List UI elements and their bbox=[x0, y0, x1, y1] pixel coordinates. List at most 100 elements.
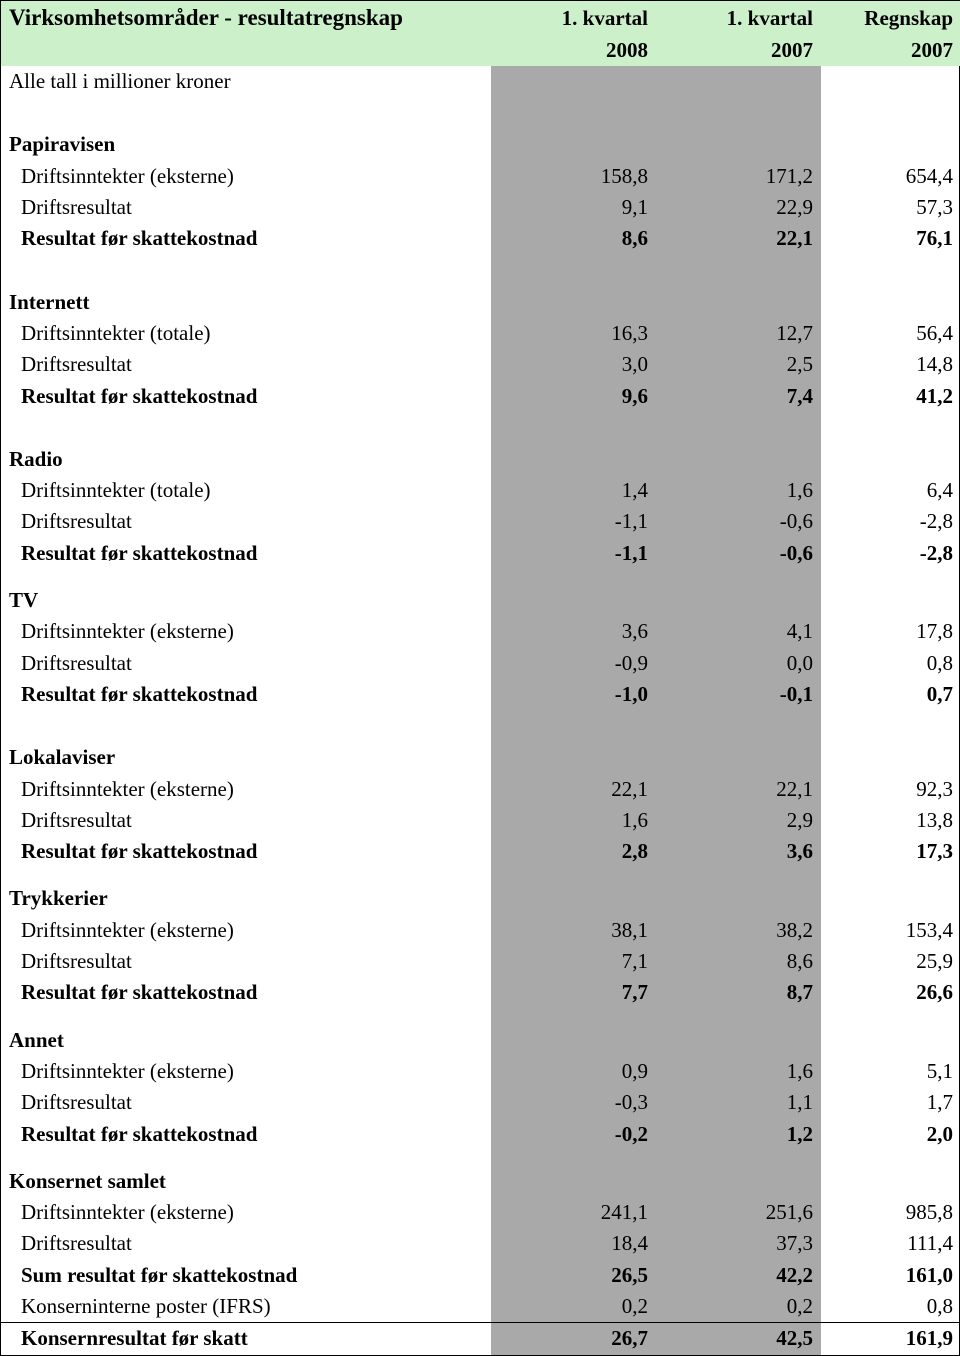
table-title: Virksomhetsområder - resultatregnskap bbox=[1, 1, 491, 35]
cell-value: 2,5 bbox=[656, 349, 821, 380]
table-row: Resultat før skattekostnad -1,0 -0,1 0,7 bbox=[1, 679, 960, 710]
cell-value: 18,4 bbox=[491, 1228, 656, 1259]
cell-value: 42,5 bbox=[656, 1323, 821, 1355]
col1-header-line1: 1. kvartal bbox=[491, 1, 656, 35]
cell-value: 38,2 bbox=[656, 915, 821, 946]
cell-value: -0,3 bbox=[491, 1087, 656, 1118]
cell-value: 38,1 bbox=[491, 915, 656, 946]
col3-header-line1: Regnskap bbox=[821, 1, 960, 35]
cell-value: -2,8 bbox=[821, 538, 960, 569]
section-header-radio: Radio bbox=[1, 444, 960, 475]
cell-value: -0,1 bbox=[656, 679, 821, 710]
cell-value: 161,0 bbox=[821, 1260, 960, 1291]
table-row: Resultat før skattekostnad 2,8 3,6 17,3 bbox=[1, 836, 960, 867]
cell-value: 22,1 bbox=[656, 774, 821, 805]
cell-value: 8,6 bbox=[491, 223, 656, 254]
col1-header-line2: 2008 bbox=[491, 35, 656, 66]
cell-value: 4,1 bbox=[656, 616, 821, 647]
cell-value: 7,4 bbox=[656, 381, 821, 412]
table-row: Driftsresultat -0,3 1,1 1,7 bbox=[1, 1087, 960, 1118]
spacer bbox=[1, 1150, 960, 1166]
row-label: Resultat før skattekostnad bbox=[1, 538, 491, 569]
cell-value: 42,2 bbox=[656, 1260, 821, 1291]
spacer bbox=[1, 1009, 960, 1025]
section-name: Trykkerier bbox=[1, 883, 491, 914]
row-label: Driftsresultat bbox=[1, 946, 491, 977]
cell-value: 6,4 bbox=[821, 475, 960, 506]
cell-value: 1,6 bbox=[656, 1056, 821, 1087]
spacer bbox=[1, 271, 960, 287]
row-label: Resultat før skattekostnad bbox=[1, 836, 491, 867]
cell-value: 92,3 bbox=[821, 774, 960, 805]
cell-value: -0,6 bbox=[656, 506, 821, 537]
financial-table: Virksomhetsområder - resultatregnskap 1.… bbox=[0, 0, 960, 1356]
table-row: Driftsinntekter (eksterne) 241,1 251,6 9… bbox=[1, 1197, 960, 1228]
table-row: Driftsinntekter (eksterne) 22,1 22,1 92,… bbox=[1, 774, 960, 805]
table-row: Resultat før skattekostnad 9,6 7,4 41,2 bbox=[1, 381, 960, 412]
row-label: Konserninterne poster (IFRS) bbox=[1, 1291, 491, 1323]
cell-value: 37,3 bbox=[656, 1228, 821, 1259]
table-row: Driftsinntekter (eksterne) 3,6 4,1 17,8 bbox=[1, 616, 960, 647]
row-label: Driftsinntekter (eksterne) bbox=[1, 774, 491, 805]
row-label: Sum resultat før skattekostnad bbox=[1, 1260, 491, 1291]
table-row-final: Konsernresultat før skatt 26,7 42,5 161,… bbox=[1, 1323, 960, 1355]
cell-value: -0,9 bbox=[491, 648, 656, 679]
header-row-1: Virksomhetsområder - resultatregnskap 1.… bbox=[1, 1, 960, 35]
table-row: Resultat før skattekostnad -0,2 1,2 2,0 bbox=[1, 1119, 960, 1150]
cell-value: 16,3 bbox=[491, 318, 656, 349]
cell-value: 251,6 bbox=[656, 1197, 821, 1228]
section-header-papiravisen: Papiravisen bbox=[1, 129, 960, 160]
header-row-2: 2008 2007 2007 bbox=[1, 35, 960, 66]
cell-value: 14,8 bbox=[821, 349, 960, 380]
row-label: Driftsinntekter (eksterne) bbox=[1, 161, 491, 192]
table-row: Resultat før skattekostnad 7,7 8,7 26,6 bbox=[1, 977, 960, 1008]
cell-value: 41,2 bbox=[821, 381, 960, 412]
cell-value: 22,1 bbox=[491, 774, 656, 805]
cell-value: 0,9 bbox=[491, 1056, 656, 1087]
table-row: Konserninterne poster (IFRS) 0,2 0,2 0,8 bbox=[1, 1291, 960, 1323]
section-name: Annet bbox=[1, 1025, 491, 1056]
section-name: Papiravisen bbox=[1, 129, 491, 160]
cell-value: 12,7 bbox=[656, 318, 821, 349]
row-label: Driftsresultat bbox=[1, 192, 491, 223]
row-label: Konsernresultat før skatt bbox=[1, 1323, 491, 1355]
cell-value: 13,8 bbox=[821, 805, 960, 836]
cell-value: 22,9 bbox=[656, 192, 821, 223]
spacer bbox=[1, 255, 960, 271]
cell-value: -2,8 bbox=[821, 506, 960, 537]
section-name: Lokalaviser bbox=[1, 742, 491, 773]
row-label: Driftsresultat bbox=[1, 648, 491, 679]
cell-value: -0,2 bbox=[491, 1119, 656, 1150]
section-name: Internett bbox=[1, 287, 491, 318]
cell-value: 0,2 bbox=[491, 1291, 656, 1323]
row-label: Driftsresultat bbox=[1, 506, 491, 537]
cell-value: 1,2 bbox=[656, 1119, 821, 1150]
cell-value: 57,3 bbox=[821, 192, 960, 223]
cell-value: 0,0 bbox=[656, 648, 821, 679]
spacer bbox=[1, 97, 960, 113]
cell-value: 1,7 bbox=[821, 1087, 960, 1118]
spacer bbox=[1, 412, 960, 428]
table-row: Driftsresultat 3,0 2,5 14,8 bbox=[1, 349, 960, 380]
table-row: Driftsinntekter (eksterne) 0,9 1,6 5,1 bbox=[1, 1056, 960, 1087]
spacer bbox=[1, 428, 960, 444]
spacer bbox=[1, 726, 960, 742]
cell-value: -1,0 bbox=[491, 679, 656, 710]
table: Virksomhetsområder - resultatregnskap 1.… bbox=[1, 1, 960, 1355]
cell-value: 17,3 bbox=[821, 836, 960, 867]
col2-header-line2: 2007 bbox=[656, 35, 821, 66]
subtitle: Alle tall i millioner kroner bbox=[1, 66, 491, 97]
cell-value: 5,1 bbox=[821, 1056, 960, 1087]
row-label: Driftsinntekter (eksterne) bbox=[1, 915, 491, 946]
table-row: Driftsinntekter (eksterne) 158,8 171,2 6… bbox=[1, 161, 960, 192]
row-label: Resultat før skattekostnad bbox=[1, 977, 491, 1008]
row-label: Driftsresultat bbox=[1, 1228, 491, 1259]
cell-value: 0,2 bbox=[656, 1291, 821, 1323]
section-header-tv: TV bbox=[1, 585, 960, 616]
cell-value: 17,8 bbox=[821, 616, 960, 647]
cell-value: 26,7 bbox=[491, 1323, 656, 1355]
cell-value: 241,1 bbox=[491, 1197, 656, 1228]
section-header-trykkerier: Trykkerier bbox=[1, 883, 960, 914]
cell-value: 26,5 bbox=[491, 1260, 656, 1291]
cell-value: 9,1 bbox=[491, 192, 656, 223]
